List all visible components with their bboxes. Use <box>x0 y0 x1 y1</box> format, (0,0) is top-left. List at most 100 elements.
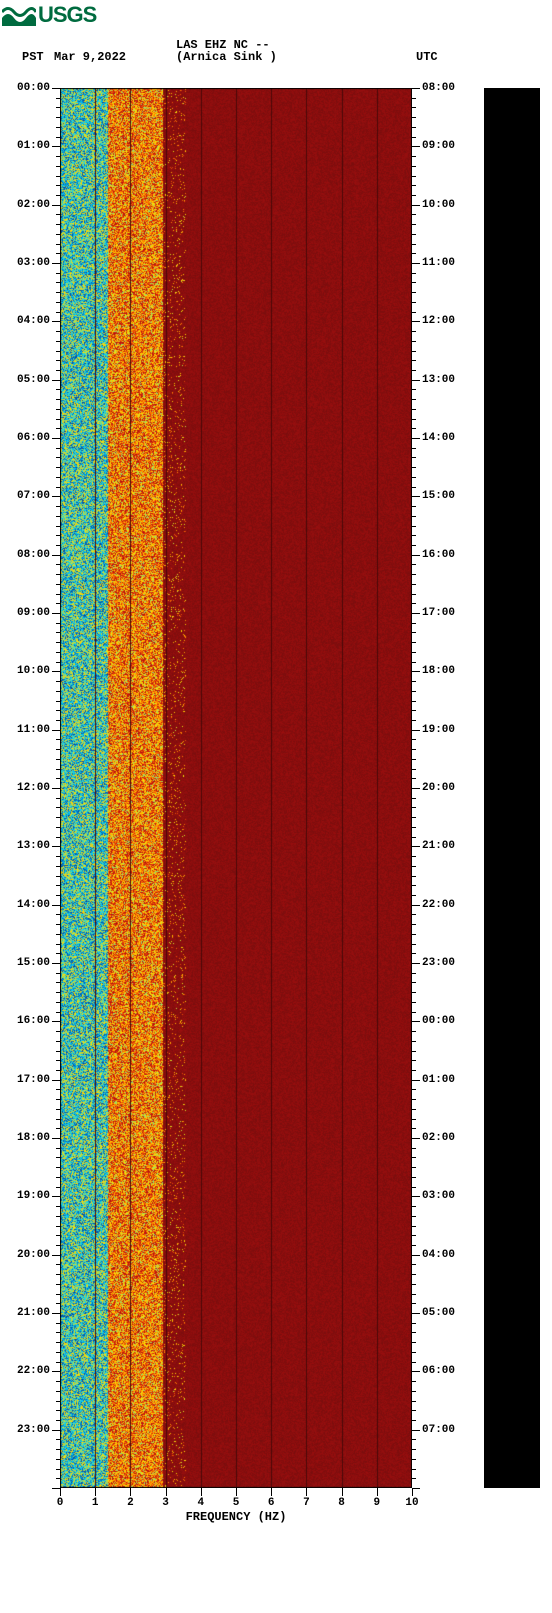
x-label: 10 <box>405 1497 418 1509</box>
y-minor-right <box>412 827 416 828</box>
y-minor-left <box>56 487 60 488</box>
y-minor-right <box>412 710 416 711</box>
y-minor-right <box>412 1264 416 1265</box>
y-minor-right <box>412 817 416 818</box>
y-minor-right <box>412 1089 416 1090</box>
y-minor-right <box>412 428 416 429</box>
y-minor-left <box>56 1002 60 1003</box>
y-minor-left <box>56 1051 60 1052</box>
y-minor-left <box>56 837 60 838</box>
y-minor-right <box>412 487 416 488</box>
y-minor-right <box>412 1235 416 1236</box>
y-minor-left <box>56 389 60 390</box>
y-minor-right <box>412 389 416 390</box>
y-minor-right <box>412 856 416 857</box>
header-left-tz: PST <box>22 50 44 64</box>
y-label-right: 13:00 <box>422 374 455 386</box>
y-tick-right <box>412 88 420 89</box>
y-minor-right <box>412 176 416 177</box>
y-minor-left <box>56 214 60 215</box>
y-minor-right <box>412 214 416 215</box>
y-minor-left <box>56 681 60 682</box>
y-minor-right <box>412 1362 416 1363</box>
spectrogram-canvas <box>60 88 412 1488</box>
y-minor-right <box>412 1420 416 1421</box>
x-label: 3 <box>162 1497 169 1509</box>
y-minor-left <box>56 195 60 196</box>
y-minor-right <box>412 312 416 313</box>
y-minor-right <box>412 1303 416 1304</box>
y-minor-right <box>412 914 416 915</box>
y-minor-left <box>56 185 60 186</box>
y-minor-right <box>412 769 416 770</box>
y-minor-right <box>412 195 416 196</box>
y-minor-right <box>412 1109 416 1110</box>
y-minor-left <box>56 1459 60 1460</box>
y-minor-left <box>56 1264 60 1265</box>
y-minor-left <box>56 506 60 507</box>
y-minor-left <box>56 1332 60 1333</box>
y-minor-right <box>412 603 416 604</box>
y-minor-right <box>412 1342 416 1343</box>
usgs-logo: USGS <box>2 2 96 28</box>
y-minor-right <box>412 1459 416 1460</box>
y-minor-right <box>412 1012 416 1013</box>
y-minor-left <box>56 107 60 108</box>
y-label-left: 20:00 <box>17 1249 50 1261</box>
y-minor-right <box>412 1070 416 1071</box>
y-minor-right <box>412 1391 416 1392</box>
y-minor-right <box>412 1157 416 1158</box>
y-minor-left <box>56 769 60 770</box>
y-label-left: 10:00 <box>17 665 50 677</box>
y-minor-right <box>412 457 416 458</box>
y-minor-left <box>56 895 60 896</box>
x-tick <box>95 1488 96 1496</box>
y-tick-right <box>412 671 420 672</box>
y-label-right: 04:00 <box>422 1249 455 1261</box>
x-tick <box>166 1488 167 1496</box>
y-minor-left <box>56 856 60 857</box>
y-label-left: 03:00 <box>17 257 50 269</box>
y-minor-left <box>56 273 60 274</box>
y-tick-left <box>52 671 60 672</box>
y-minor-right <box>412 885 416 886</box>
y-label-right: 03:00 <box>422 1190 455 1202</box>
y-minor-left <box>56 623 60 624</box>
y-label-right: 01:00 <box>422 1074 455 1086</box>
y-minor-left <box>56 1128 60 1129</box>
y-minor-right <box>412 681 416 682</box>
y-minor-right <box>412 1041 416 1042</box>
y-minor-left <box>56 798 60 799</box>
y-minor-right <box>412 1478 416 1479</box>
y-minor-left <box>56 428 60 429</box>
y-minor-right <box>412 584 416 585</box>
y-minor-left <box>56 642 60 643</box>
y-minor-right <box>412 1167 416 1168</box>
y-minor-left <box>56 866 60 867</box>
y-minor-left <box>56 351 60 352</box>
y-minor-left <box>56 574 60 575</box>
y-minor-right <box>412 448 416 449</box>
y-label-left: 00:00 <box>17 82 50 94</box>
y-minor-left <box>56 457 60 458</box>
y-minor-right <box>412 1051 416 1052</box>
y-minor-left <box>56 1352 60 1353</box>
x-tick <box>342 1488 343 1496</box>
y-minor-left <box>56 1012 60 1013</box>
y-minor-left <box>56 370 60 371</box>
y-minor-right <box>412 739 416 740</box>
y-minor-right <box>412 302 416 303</box>
y-label-right: 06:00 <box>422 1365 455 1377</box>
y-minor-right <box>412 1119 416 1120</box>
x-tick <box>201 1488 202 1496</box>
y-tick-right <box>412 846 420 847</box>
y-minor-right <box>412 107 416 108</box>
y-minor-right <box>412 253 416 254</box>
y-tick-left <box>52 1196 60 1197</box>
y-minor-left <box>56 594 60 595</box>
y-minor-left <box>56 710 60 711</box>
y-label-left: 17:00 <box>17 1074 50 1086</box>
y-minor-left <box>56 282 60 283</box>
y-tick-right <box>412 963 420 964</box>
x-tick <box>412 1488 413 1496</box>
